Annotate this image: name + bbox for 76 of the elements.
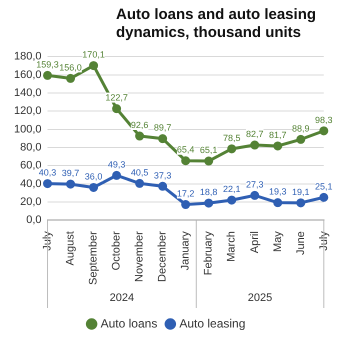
point	[158, 134, 168, 144]
point	[135, 178, 144, 188]
data-label: 40,5	[130, 167, 148, 178]
point	[43, 179, 52, 188]
data-label: 89,7	[154, 122, 172, 133]
data-label: 78,5	[222, 132, 240, 143]
x-tick-label: May	[272, 230, 284, 252]
data-label: 88,9	[292, 123, 310, 134]
data-label: 19,3	[268, 186, 287, 197]
y-tick-label: 40,0	[20, 178, 42, 190]
y-tick-label: 0,0	[26, 214, 42, 226]
point	[112, 170, 122, 180]
x-tick-label: November	[134, 230, 146, 282]
x-tick-label: February	[202, 230, 215, 276]
point	[296, 198, 306, 208]
point	[181, 200, 190, 210]
data-label: 49,3	[108, 159, 126, 170]
data-label: 25,1	[315, 181, 333, 192]
x-tick-label: June	[294, 231, 307, 256]
data-label: 18,8	[200, 187, 218, 198]
data-label: 92,6	[130, 120, 148, 130]
point	[273, 141, 282, 150]
data-label: 98,3	[315, 114, 333, 125]
point	[181, 156, 190, 166]
data-label: 40,3	[38, 168, 56, 178]
point	[273, 198, 282, 208]
point	[135, 132, 144, 141]
point	[227, 196, 236, 205]
data-label: 37,3	[154, 170, 172, 180]
data-label: 82,7	[246, 129, 264, 140]
point	[89, 182, 98, 192]
x-tick-label: October	[110, 230, 123, 270]
point	[158, 182, 168, 191]
point	[319, 192, 328, 202]
data-label: 22,1	[222, 184, 240, 194]
point	[43, 70, 52, 80]
point	[112, 104, 122, 114]
x-tick-label: September	[88, 230, 100, 286]
data-label: 170,1	[82, 50, 105, 60]
chart-title: Auto loans and auto leasing dynamics, thousand units	[115, 5, 318, 43]
point	[89, 61, 98, 70]
point	[66, 74, 76, 83]
x-tick-label: January	[180, 230, 192, 270]
point	[204, 156, 214, 166]
data-label: 65,4	[176, 144, 194, 155]
x-tick-label: April	[248, 231, 261, 254]
y-tick-label: 140,0	[14, 86, 42, 99]
point	[227, 144, 236, 154]
x-tick-label: March	[226, 231, 238, 262]
y-tick-label: 100,0	[14, 123, 42, 136]
y-tick-label: 20,0	[20, 196, 42, 208]
data-label: 159,3	[36, 59, 59, 70]
point	[250, 140, 260, 150]
text: 2024	[110, 292, 134, 304]
data-label: 36,0	[84, 171, 102, 182]
point	[204, 198, 214, 208]
point	[319, 126, 328, 136]
x-tick-label: August	[64, 231, 77, 266]
point	[250, 190, 260, 200]
legend-label: Auto loans	[100, 316, 158, 330]
data-label: 81,7	[268, 130, 287, 140]
data-label: 17,2	[176, 188, 194, 199]
data-label: 27,3	[246, 179, 264, 190]
y-tick-label: 120,0	[14, 105, 42, 118]
y-tick-label: 160,0	[14, 68, 42, 81]
data-label: 156,0	[59, 62, 82, 72]
legend-label: Auto leasing	[179, 316, 246, 330]
y-tick-label: 80,0	[20, 142, 42, 154]
text: 2025	[248, 292, 272, 304]
data-label: 39,7	[62, 168, 80, 178]
point	[296, 134, 306, 144]
data-label: 65,1	[200, 145, 218, 156]
point	[66, 180, 76, 189]
x-tick-label: December	[156, 230, 169, 282]
data-label: 19,1	[292, 186, 310, 197]
data-label: 122,7	[105, 92, 128, 103]
